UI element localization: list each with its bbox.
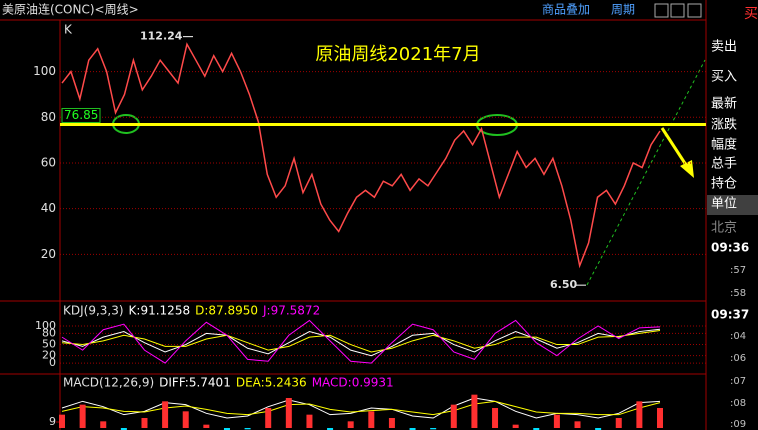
macd-bar xyxy=(450,404,457,428)
nav-button[interactable] xyxy=(687,3,702,18)
macd-bar xyxy=(574,421,581,428)
side-item: 09:37 xyxy=(711,308,749,322)
macd-bar xyxy=(409,428,416,430)
arrow xyxy=(660,127,690,169)
arrow-head xyxy=(680,160,694,178)
trend-line xyxy=(586,59,706,286)
series-line xyxy=(61,329,661,353)
side-corner: 买 xyxy=(744,6,758,22)
nav-button[interactable] xyxy=(670,3,685,18)
macd-bar xyxy=(657,408,663,428)
macd-bar xyxy=(59,414,65,428)
side-item: 总手 xyxy=(711,157,737,172)
legend-entry: DIFF:5.7401 xyxy=(159,376,231,390)
side-item: :08 xyxy=(730,398,746,409)
series-line xyxy=(61,328,661,357)
unit-highlight xyxy=(707,195,758,215)
y-tick-label: 9 xyxy=(49,415,56,428)
macd-bar xyxy=(615,418,622,428)
y-tick-label: 20 xyxy=(42,349,56,362)
overlay-link[interactable]: 商品叠加 xyxy=(542,2,590,17)
macd-bar xyxy=(141,418,148,428)
macd-bar xyxy=(368,411,375,428)
legend-entry: D:87.8950 xyxy=(195,304,258,318)
side-item: 幅度 xyxy=(711,137,737,153)
low-label: 6.50 xyxy=(550,278,577,291)
legend-entry: J:97.5872 xyxy=(262,304,320,318)
macd-bar xyxy=(203,424,210,428)
nav-button[interactable] xyxy=(654,3,669,18)
series-line xyxy=(61,397,661,419)
side-item: 北京 xyxy=(711,221,737,236)
side-item: 卖出 xyxy=(711,40,737,55)
macd-bar xyxy=(162,401,169,428)
macd-bar xyxy=(100,421,107,428)
macd-bar xyxy=(327,428,334,430)
header-bar xyxy=(0,0,758,20)
macd-bar xyxy=(182,411,189,428)
side-item: :07 xyxy=(730,376,746,387)
instrument-title: 美原油连(CONC)<周线> xyxy=(2,2,139,17)
y-tick-label: 80 xyxy=(42,326,56,339)
side-item: :57 xyxy=(730,265,746,276)
level-label: 76.85 xyxy=(64,108,98,122)
side-item: 持仓 xyxy=(711,177,737,192)
macd-bar xyxy=(388,418,395,428)
macd-bar xyxy=(492,408,499,428)
high-label: 112.24 xyxy=(140,30,183,43)
series-line xyxy=(61,42,661,269)
side-item: 单位 xyxy=(711,197,737,212)
macd-bar xyxy=(244,428,251,430)
macd-bar xyxy=(285,398,292,428)
side-item: 涨跌 xyxy=(711,117,737,133)
side-item: 最新 xyxy=(711,96,737,112)
y-tick-label: 20 xyxy=(41,247,56,261)
macd-bar xyxy=(512,424,519,428)
macd-bar xyxy=(636,401,643,428)
panel-label: K xyxy=(64,23,73,37)
legend-entry: DEA:5.2436 xyxy=(236,376,307,390)
macd-bar xyxy=(533,428,540,430)
side-item: :09 xyxy=(730,419,746,430)
side-item: :58 xyxy=(730,288,746,299)
macd-bar xyxy=(595,428,602,430)
y-tick-label: 40 xyxy=(41,201,56,215)
y-tick-label: 0 xyxy=(49,356,56,369)
side-item: :04 xyxy=(730,331,746,342)
period-link[interactable]: 周期 xyxy=(611,3,635,17)
level-box xyxy=(61,107,101,123)
y-tick-label: 100 xyxy=(35,319,56,332)
macd-bar xyxy=(79,404,86,428)
side-item: :06 xyxy=(730,353,746,364)
macd-bar xyxy=(430,428,437,430)
indicator-title: KDJ(9,3,3) xyxy=(63,304,124,318)
macd-bar xyxy=(306,414,313,428)
macd-bar xyxy=(471,394,478,428)
macd-bar xyxy=(120,428,127,430)
indicator-title: MACD(12,26,9) xyxy=(63,376,154,390)
macd-bar xyxy=(347,421,354,428)
y-tick-label: 60 xyxy=(41,155,56,169)
series-line xyxy=(61,400,661,416)
macd-bar xyxy=(223,428,230,430)
y-tick-label: 80 xyxy=(41,110,56,124)
side-item: 09:36 xyxy=(711,241,749,255)
chart-title: 原油周线2021年7月 xyxy=(315,44,480,65)
y-tick-label: 50 xyxy=(42,338,56,351)
side-item: 买入 xyxy=(711,70,737,85)
y-tick-label: 100 xyxy=(33,64,56,78)
legend-entry: K:91.1258 xyxy=(129,304,191,318)
legend-entry: MACD:0.9931 xyxy=(312,376,394,390)
macd-bar xyxy=(265,408,272,428)
series-line xyxy=(61,319,661,364)
macd-bar xyxy=(553,414,560,428)
